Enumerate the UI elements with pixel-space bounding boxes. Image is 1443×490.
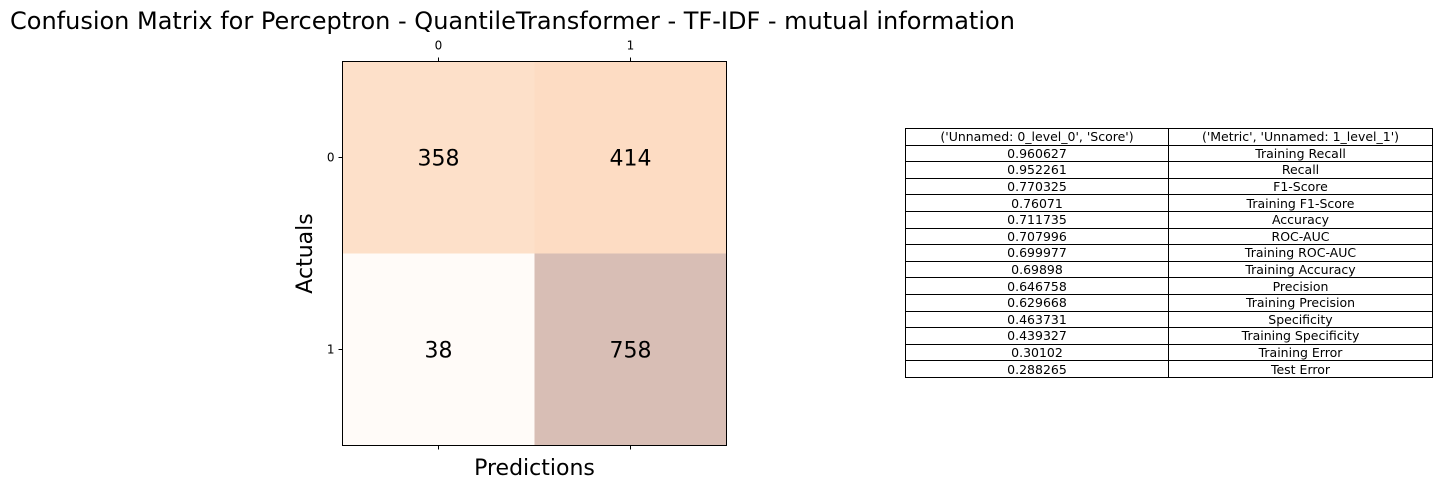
table-row: 0.288265 Test Error (905, 360, 1433, 378)
matrix-cell (534, 61, 727, 254)
matrix-cell-value: 758 (610, 339, 652, 364)
table-cell-metric: Precision (1168, 277, 1433, 295)
y-axis-label: Actuals (293, 213, 318, 293)
table-cell-metric: ROC-AUC (1168, 227, 1433, 246)
table-cell-score: 0.699977 (905, 244, 1169, 262)
table-header-row: ('Unnamed: 0_level_0', 'Score') ('Metric… (905, 128, 1433, 146)
table-cell-score: 0.960627 (905, 144, 1169, 163)
y-tick-label: 1 (327, 343, 335, 357)
table-row: 0.707996 ROC-AUC (905, 227, 1433, 246)
x-tick-label: 1 (627, 39, 635, 53)
table-header-score: ('Unnamed: 0_level_0', 'Score') (905, 128, 1169, 146)
table-row: 0.646758 Precision (905, 277, 1433, 295)
table-row: 0.711735 Accuracy (905, 210, 1433, 229)
table-row: 0.463731 Specificity (905, 310, 1433, 329)
table-cell-metric: F1-Score (1168, 177, 1433, 196)
metrics-table-body: 0.960627 Training Recall 0.952261 Recall 0.7… (905, 144, 1433, 378)
table-cell-metric: Test Error (1168, 360, 1433, 378)
table-row: 0.30102 Training Error (905, 343, 1433, 362)
table-row: 0.960627 Training Recall (905, 144, 1433, 163)
chart-title: Confusion Matrix for Perceptron - Quanti… (10, 7, 1015, 35)
matrix-cell-value: 38 (425, 339, 453, 364)
table-cell-metric: Training Recall (1168, 144, 1433, 163)
table-cell-metric: Specificity (1168, 310, 1433, 329)
matrix-cell (534, 253, 727, 446)
table-cell-score: 0.646758 (905, 277, 1169, 295)
matrix-cell-value: 414 (610, 147, 652, 172)
table-cell-score: 0.952261 (905, 161, 1169, 179)
table-cell-score: 0.76071 (905, 194, 1169, 212)
table-cell-metric: Training Accuracy (1168, 260, 1433, 279)
table-cell-metric: Training F1-Score (1168, 194, 1433, 212)
table-cell-score: 0.69898 (905, 260, 1169, 279)
table-cell-score: 0.463731 (905, 310, 1169, 329)
table-row: 0.69898 Training Accuracy (905, 260, 1433, 279)
table-cell-score: 0.30102 (905, 343, 1169, 362)
axis-ticks: 0 1 0 1 (327, 39, 634, 450)
table-cell-score: 0.711735 (905, 210, 1169, 229)
plot-frame (342, 61, 727, 446)
table-cell-score: 0.288265 (905, 360, 1169, 378)
table-row: 0.439327 Training Specificity (905, 327, 1433, 345)
table-row: 0.952261 Recall (905, 161, 1433, 179)
matrix-cell-value: 358 (418, 147, 460, 172)
x-tick-label: 0 (435, 39, 443, 53)
table-cell-metric: Recall (1168, 161, 1433, 179)
table-cell-metric: Training ROC-AUC (1168, 244, 1433, 262)
table-header-metric: ('Metric', 'Unnamed: 1_level_1') (1168, 128, 1433, 146)
table-row: 0.76071 Training F1-Score (905, 194, 1433, 212)
table-cell-metric: Accuracy (1168, 210, 1433, 229)
metrics-table: ('Unnamed: 0_level_0', 'Score') ('Metric… (905, 128, 1433, 378)
table-row: 0.770325 F1-Score (905, 177, 1433, 196)
table-cell-score: 0.707996 (905, 227, 1169, 246)
table-cell-score: 0.439327 (905, 327, 1169, 345)
table-cell-metric: Training Specificity (1168, 327, 1433, 345)
y-tick-label: 0 (327, 151, 335, 165)
table-cell-metric: Training Error (1168, 343, 1433, 362)
table-row: 0.629668 Training Precision (905, 293, 1433, 312)
matrix-cell (342, 253, 535, 446)
table-row: 0.699977 Training ROC-AUC (905, 244, 1433, 262)
table-cell-score: 0.629668 (905, 293, 1169, 312)
table-cell-metric: Training Precision (1168, 293, 1433, 312)
table-cell-score: 0.770325 (905, 177, 1169, 196)
matrix-cell (342, 61, 535, 254)
heatmap-cells: 358 414 38 758 (342, 61, 727, 446)
x-axis-label: Predictions (474, 456, 595, 481)
